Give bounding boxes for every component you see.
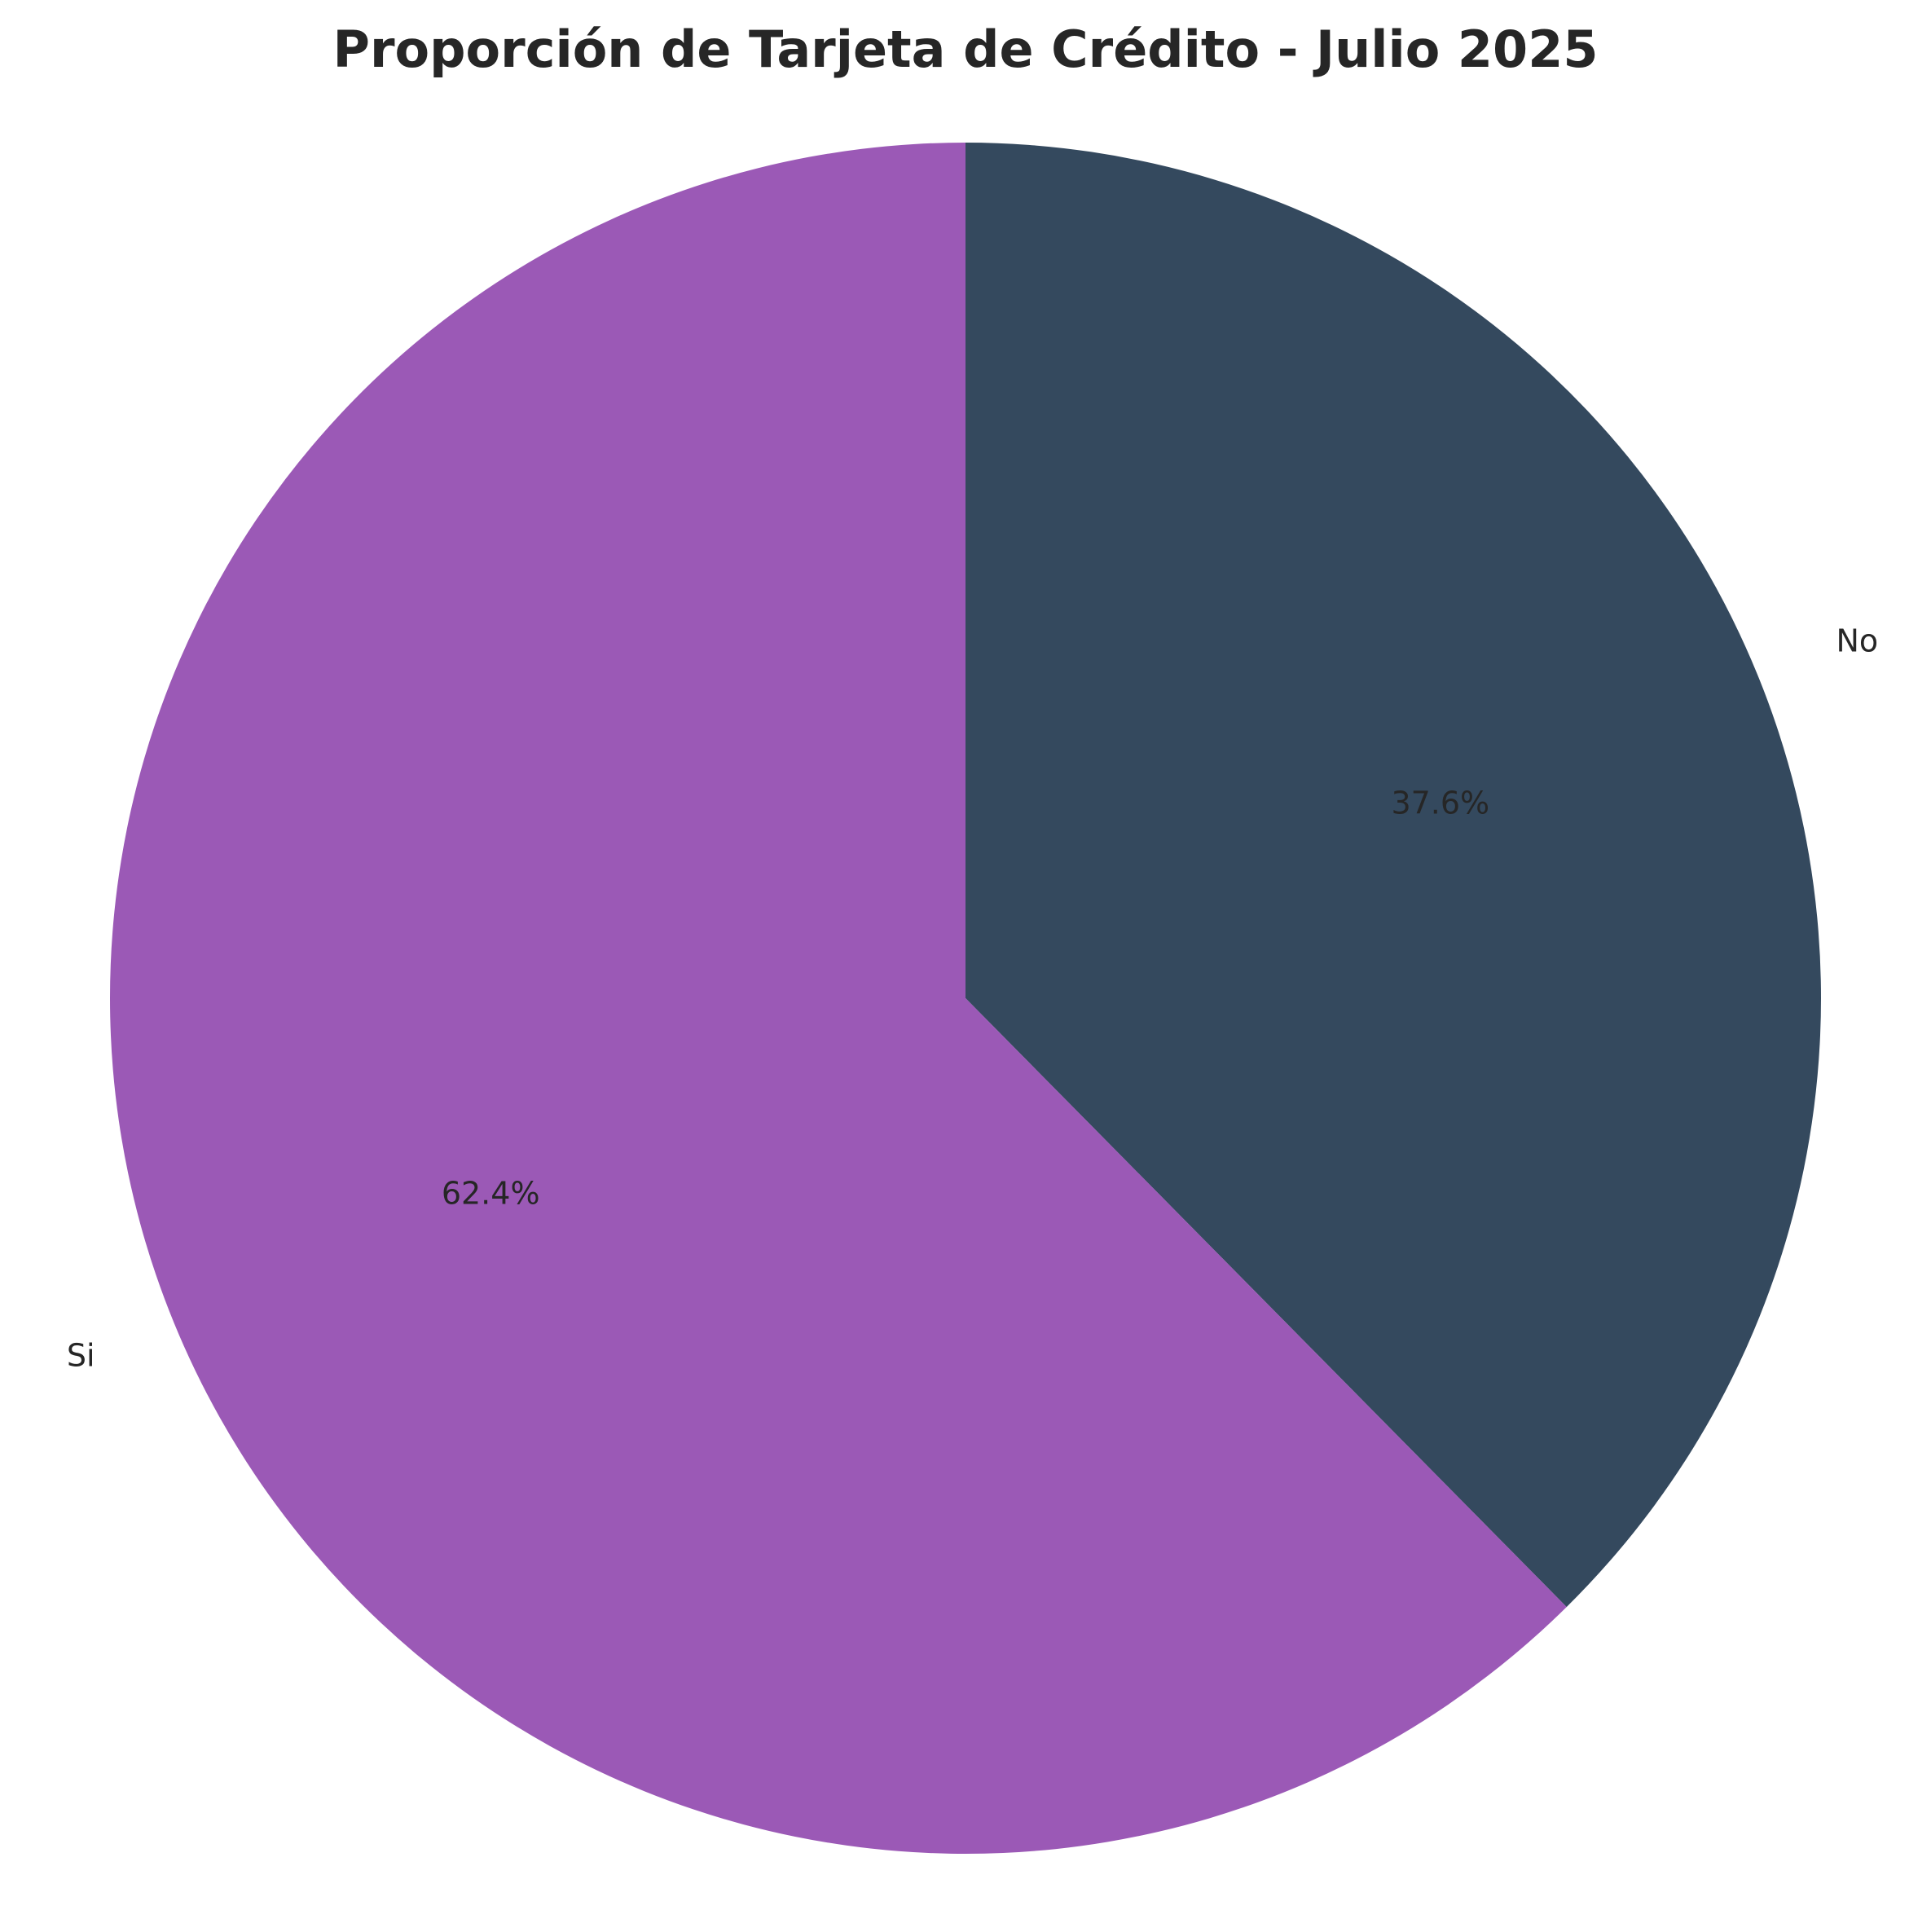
pie-slices <box>109 143 1821 1854</box>
slice-label-si: Si <box>67 1338 95 1374</box>
pie-slice-no <box>966 143 1821 1608</box>
pie-slice-si <box>109 143 1567 1854</box>
chart-title: Proporción de Tarjeta de Crédito - Julio… <box>332 20 1599 79</box>
pct-label-si: 62.4% <box>442 1175 540 1211</box>
slice-label-no: No <box>1836 623 1878 658</box>
pct-label-no: 37.6% <box>1391 786 1489 821</box>
pie-labels: 37.6% No 62.4% Si <box>67 623 1878 1373</box>
